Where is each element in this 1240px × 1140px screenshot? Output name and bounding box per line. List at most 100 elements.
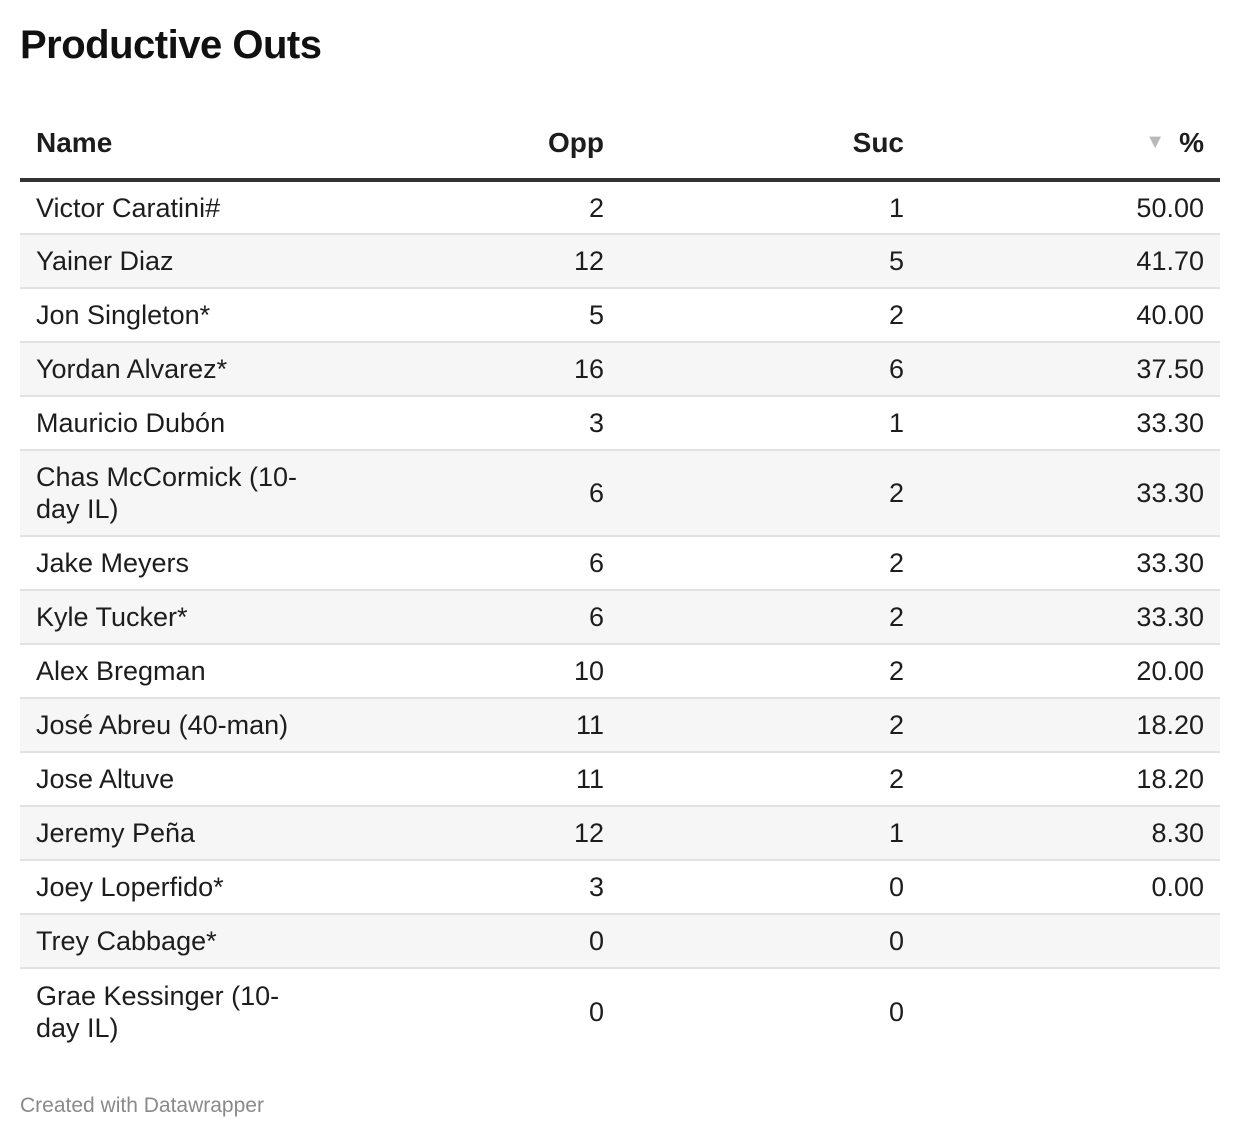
cell-opp: 3 bbox=[320, 396, 620, 451]
cell-suc: 6 bbox=[620, 342, 920, 397]
cell-opp: 12 bbox=[320, 806, 620, 861]
cell-opp: 6 bbox=[320, 536, 620, 591]
cell-suc-value: 2 bbox=[888, 548, 904, 578]
cell-suc-value: 1 bbox=[888, 192, 904, 223]
cell-suc: 2 bbox=[620, 590, 920, 645]
cell-name: Jon Singleton* bbox=[20, 288, 320, 343]
cell-name-value: Jon Singleton* bbox=[36, 300, 211, 330]
cell-suc: 0 bbox=[620, 860, 920, 915]
cell-suc-value: 0 bbox=[888, 926, 904, 956]
cell-pct: 8.30 bbox=[920, 806, 1220, 861]
cell-opp-value: 3 bbox=[588, 872, 604, 902]
cell-opp-value: 16 bbox=[573, 354, 604, 384]
table-row: Victor Caratini# 2 1 50.00 bbox=[20, 180, 1220, 235]
cell-opp-value: 6 bbox=[588, 548, 604, 578]
cell-pct-value: 20.00 bbox=[1136, 656, 1204, 686]
cell-opp-value: 12 bbox=[573, 246, 604, 276]
cell-name-value: Yordan Alvarez* bbox=[36, 354, 228, 384]
cell-suc-value: 0 bbox=[888, 872, 904, 902]
cell-suc: 0 bbox=[620, 914, 920, 969]
cell-name: Yainer Diaz bbox=[20, 234, 320, 289]
cell-opp: 10 bbox=[320, 644, 620, 699]
cell-pct-value: 41.70 bbox=[1136, 246, 1204, 276]
cell-name: Jeremy Peña bbox=[20, 806, 320, 861]
cell-name-value: Yainer Diaz bbox=[36, 246, 174, 276]
cell-opp-value: 2 bbox=[588, 192, 604, 223]
cell-opp-value: 0 bbox=[588, 926, 604, 956]
cell-suc-value: 2 bbox=[888, 478, 904, 508]
cell-name-value: Joey Loperfido* bbox=[36, 872, 224, 902]
cell-suc-value: 1 bbox=[888, 408, 904, 438]
table-row: José Abreu (40-man) 11 2 18.20 bbox=[20, 698, 1220, 753]
attribution-footer: Created with Datawrapper bbox=[20, 1094, 264, 1117]
cell-name: Chas McCormick (10-day IL) bbox=[20, 450, 320, 537]
cell-pct-value: 50.00 bbox=[1136, 192, 1204, 223]
cell-pct-value: 40.00 bbox=[1136, 300, 1204, 330]
table-row: Mauricio Dubón 3 1 33.30 bbox=[20, 396, 1220, 451]
cell-opp: 11 bbox=[320, 752, 620, 807]
cell-opp-value: 10 bbox=[573, 656, 604, 686]
cell-pct bbox=[920, 968, 1220, 1054]
cell-pct: 33.30 bbox=[920, 450, 1220, 537]
column-header-name[interactable]: Name bbox=[20, 108, 320, 182]
cell-opp: 16 bbox=[320, 342, 620, 397]
cell-suc: 1 bbox=[620, 180, 920, 235]
cell-suc: 0 bbox=[620, 968, 920, 1054]
table-row: Jose Altuve 11 2 18.20 bbox=[20, 752, 1220, 807]
cell-suc: 2 bbox=[620, 450, 920, 537]
cell-name-value: Trey Cabbage* bbox=[36, 926, 217, 956]
cell-name: Trey Cabbage* bbox=[20, 914, 320, 969]
data-table: Name Opp Suc ▼% Victor Caratini# 2 1 50.00 Y… bbox=[20, 108, 1220, 1054]
table-row: Joey Loperfido* 3 0 0.00 bbox=[20, 860, 1220, 915]
cell-name-value: Kyle Tucker* bbox=[36, 602, 188, 632]
cell-suc-value: 2 bbox=[888, 764, 904, 794]
cell-pct: 37.50 bbox=[920, 342, 1220, 397]
cell-name: Mauricio Dubón bbox=[20, 396, 320, 451]
header-row: Name Opp Suc ▼% bbox=[20, 108, 1220, 182]
cell-opp-value: 6 bbox=[588, 602, 604, 632]
cell-name-value: Jose Altuve bbox=[36, 764, 175, 794]
cell-pct-value: 18.20 bbox=[1136, 764, 1204, 794]
cell-suc-value: 5 bbox=[888, 246, 904, 276]
cell-suc-value: 2 bbox=[888, 656, 904, 686]
table-row: Kyle Tucker* 6 2 33.30 bbox=[20, 590, 1220, 645]
cell-suc-value: 1 bbox=[888, 818, 904, 848]
cell-pct-value: 33.30 bbox=[1136, 408, 1204, 438]
cell-pct: 33.30 bbox=[920, 590, 1220, 645]
column-header-pct[interactable]: ▼% bbox=[920, 108, 1220, 182]
column-header-suc[interactable]: Suc bbox=[620, 108, 920, 182]
table-row: Chas McCormick (10-day IL) 6 2 33.30 bbox=[20, 450, 1220, 537]
cell-pct-value: 33.30 bbox=[1136, 478, 1204, 508]
cell-name: Jake Meyers bbox=[20, 536, 320, 591]
table-row: Grae Kessinger (10-day IL) 0 0 bbox=[20, 968, 1220, 1054]
cell-pct bbox=[920, 914, 1220, 969]
cell-pct: 50.00 bbox=[920, 180, 1220, 235]
table-header: Name Opp Suc ▼% bbox=[20, 108, 1220, 182]
cell-opp: 11 bbox=[320, 698, 620, 753]
cell-opp-value: 3 bbox=[588, 408, 604, 438]
cell-opp: 5 bbox=[320, 288, 620, 343]
cell-suc: 1 bbox=[620, 806, 920, 861]
cell-opp: 12 bbox=[320, 234, 620, 289]
cell-name-value: Jake Meyers bbox=[36, 548, 190, 578]
column-header-pct-label: % bbox=[1179, 127, 1204, 158]
column-header-opp[interactable]: Opp bbox=[320, 108, 620, 182]
cell-pct-value: 37.50 bbox=[1136, 354, 1204, 384]
table-row: Yordan Alvarez* 16 6 37.50 bbox=[20, 342, 1220, 397]
cell-name-value: José Abreu (40-man) bbox=[36, 710, 289, 740]
cell-suc: 2 bbox=[620, 288, 920, 343]
cell-opp-value: 11 bbox=[575, 710, 604, 740]
cell-pct: 18.20 bbox=[920, 752, 1220, 807]
cell-suc-value: 0 bbox=[888, 996, 904, 1027]
cell-name: Kyle Tucker* bbox=[20, 590, 320, 645]
table-row: Yainer Diaz 12 5 41.70 bbox=[20, 234, 1220, 289]
sort-descending-icon[interactable]: ▼ bbox=[1145, 131, 1166, 154]
cell-name: Grae Kessinger (10-day IL) bbox=[20, 968, 320, 1054]
cell-opp: 6 bbox=[320, 450, 620, 537]
cell-opp: 0 bbox=[320, 914, 620, 969]
chart-title: Productive Outs bbox=[20, 23, 322, 67]
cell-opp-value: 5 bbox=[588, 300, 604, 330]
cell-name-value: Grae Kessinger (10-day IL) bbox=[36, 980, 280, 1043]
cell-name: José Abreu (40-man) bbox=[20, 698, 320, 753]
cell-pct: 33.30 bbox=[920, 536, 1220, 591]
